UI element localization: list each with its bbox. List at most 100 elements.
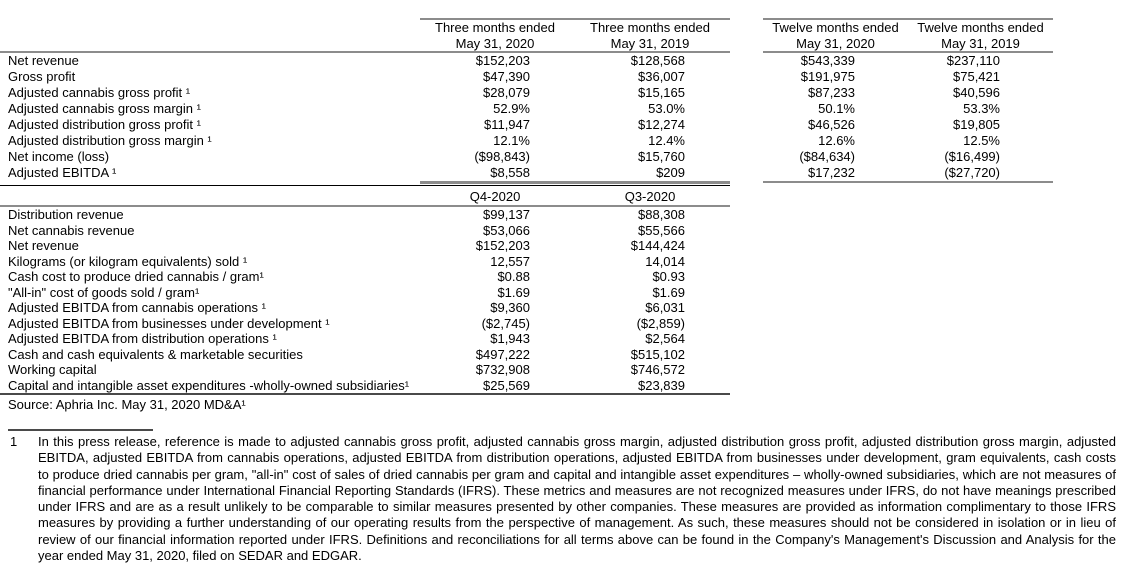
value-q3-2020: $0.93 xyxy=(652,269,685,284)
gap-cell xyxy=(730,149,763,165)
row-label: Distribution revenue xyxy=(8,207,124,222)
value-three-months-2020: 52.9% xyxy=(493,101,530,116)
row-label: Net revenue xyxy=(8,53,79,68)
footnote-marker: 1 xyxy=(10,434,18,449)
row-label: Working capital xyxy=(8,362,97,377)
value-three-months-2020: ($98,843) xyxy=(474,149,530,164)
comparison-table-corner-cell xyxy=(0,18,420,53)
value-q3-2020: $88,308 xyxy=(638,207,685,222)
value-q4-2020: $732,908 xyxy=(475,362,530,377)
value-three-months-2020: $152,203 xyxy=(475,53,530,68)
rule-under-left-headers xyxy=(0,51,730,53)
column-header-three-months-2020: Three months ended May 31, 2020 xyxy=(435,20,555,51)
value-three-months-2020: $28,079 xyxy=(483,85,530,100)
comparison-table-gap-cell xyxy=(730,18,763,53)
value-three-months-2020: $11,947 xyxy=(483,117,530,132)
value-q4-2020: $1,943 xyxy=(490,331,530,346)
value-three-months-2019: $36,007 xyxy=(638,69,685,84)
rule-footnote-separator xyxy=(8,429,153,431)
source-attribution: Source: Aphria Inc. May 31, 2020 MD&A¹ xyxy=(8,397,246,412)
column-header-three-months-2019: Three months ended May 31, 2019 xyxy=(590,20,710,51)
gap-cell xyxy=(730,69,763,85)
value-q3-2020: $1.69 xyxy=(652,284,685,300)
row-label: Cash cost to produce dried cannabis / gr… xyxy=(8,269,264,284)
value-three-months-2020: $8,558 xyxy=(490,165,530,180)
row-label: Net revenue xyxy=(8,238,79,253)
value-twelve-months-2019: ($16,499) xyxy=(944,149,1000,164)
value-q4-2020: $9,360 xyxy=(490,300,530,315)
value-q4-2020: $25,569 xyxy=(483,377,530,393)
value-twelve-months-2020: $17,232 xyxy=(808,165,855,180)
rule-top-left-headers xyxy=(420,18,730,20)
value-twelve-months-2019: 12.5% xyxy=(963,133,1000,148)
value-twelve-months-2019: $75,421 xyxy=(953,69,1000,84)
row-label: Cash and cash equivalents & marketable s… xyxy=(8,346,303,362)
rule-table2-bottom xyxy=(0,393,730,395)
value-twelve-months-2019: ($27,720) xyxy=(944,165,1000,180)
gap-cell xyxy=(730,53,763,69)
gap-cell xyxy=(730,133,763,149)
value-q3-2020: ($2,859) xyxy=(636,315,685,331)
value-twelve-months-2019: 53.3% xyxy=(963,101,1000,116)
row-label: Kilograms (or kilogram equivalents) sold… xyxy=(8,253,248,269)
row-label: "All-in" cost of goods sold / gram¹ xyxy=(8,284,200,300)
value-q4-2020: $497,222 xyxy=(475,346,530,362)
row-label: Capital and intangible asset expenditure… xyxy=(8,377,410,393)
value-three-months-2019: $128,568 xyxy=(630,53,685,68)
footnote-text: In this press release, reference is made… xyxy=(38,434,1116,564)
rule-under-quarter-headers xyxy=(0,205,730,207)
value-q4-2020: 12,557 xyxy=(490,253,530,269)
gap-cell xyxy=(730,165,763,181)
value-q3-2020: $6,031 xyxy=(645,300,685,315)
quarterly-table-corner-cell xyxy=(0,187,420,207)
value-twelve-months-2020: $543,339 xyxy=(800,53,855,68)
gap-cell xyxy=(730,117,763,133)
column-header-q4-2020: Q4-2020 xyxy=(469,189,521,204)
value-twelve-months-2020: $46,526 xyxy=(808,117,855,132)
value-twelve-months-2019: $19,805 xyxy=(953,117,1000,132)
row-label: Adjusted distribution gross profit ¹ xyxy=(8,117,201,132)
value-three-months-2019: 53.0% xyxy=(648,101,685,116)
value-q3-2020: $23,839 xyxy=(638,377,685,393)
value-three-months-2019: $15,165 xyxy=(638,85,685,100)
value-q4-2020: $0.88 xyxy=(497,269,530,284)
value-q3-2020: 14,014 xyxy=(645,253,685,269)
rule-under-right-headers xyxy=(763,51,1053,53)
row-label: Adjusted EBITDA from cannabis operations… xyxy=(8,300,266,315)
value-twelve-months-2020: $87,233 xyxy=(808,85,855,100)
value-three-months-2019: 12.4% xyxy=(648,133,685,148)
rule-table1-bottom-full xyxy=(0,185,730,186)
value-q4-2020: $53,066 xyxy=(483,222,530,238)
column-header-q3-2020: Q3-2020 xyxy=(624,189,676,204)
value-q4-2020: $99,137 xyxy=(483,207,530,222)
value-three-months-2019: $209 xyxy=(656,165,685,180)
value-q4-2020: ($2,745) xyxy=(481,315,530,331)
value-q4-2020: $152,203 xyxy=(475,238,530,253)
value-three-months-2019: $12,274 xyxy=(638,117,685,132)
value-q3-2020: $55,566 xyxy=(638,222,685,238)
value-twelve-months-2020: 12.6% xyxy=(818,133,855,148)
value-twelve-months-2020: 50.1% xyxy=(818,101,855,116)
column-header-twelve-months-2020: Twelve months ended May 31, 2020 xyxy=(772,20,899,51)
value-twelve-months-2019: $237,110 xyxy=(946,53,1000,68)
value-q3-2020: $2,564 xyxy=(645,331,685,346)
row-label: Adjusted cannabis gross profit ¹ xyxy=(8,85,191,100)
row-label: Adjusted EBITDA ¹ xyxy=(8,165,117,180)
value-twelve-months-2020: ($84,634) xyxy=(799,149,855,164)
comparison-table: Three months ended May 31, 2020 Three mo… xyxy=(0,18,1053,181)
value-three-months-2019: $15,760 xyxy=(638,149,685,164)
value-q3-2020: $746,572 xyxy=(630,362,685,377)
row-label: Net cannabis revenue xyxy=(8,222,135,238)
column-header-twelve-months-2019: Twelve months ended May 31, 2019 xyxy=(917,20,1044,51)
rule-table1-bottom-right xyxy=(763,181,1053,183)
value-q4-2020: $1.69 xyxy=(497,284,530,300)
value-twelve-months-2020: $191,975 xyxy=(800,69,855,84)
row-label: Gross profit xyxy=(8,69,76,84)
value-three-months-2020: 12.1% xyxy=(493,133,530,148)
rule-table1-bottom-values xyxy=(420,181,730,184)
row-label: Adjusted distribution gross margin ¹ xyxy=(8,133,212,148)
gap-cell xyxy=(730,85,763,101)
row-label: Adjusted EBITDA from distribution operat… xyxy=(8,331,277,346)
row-label: Adjusted EBITDA from businesses under de… xyxy=(8,315,330,331)
